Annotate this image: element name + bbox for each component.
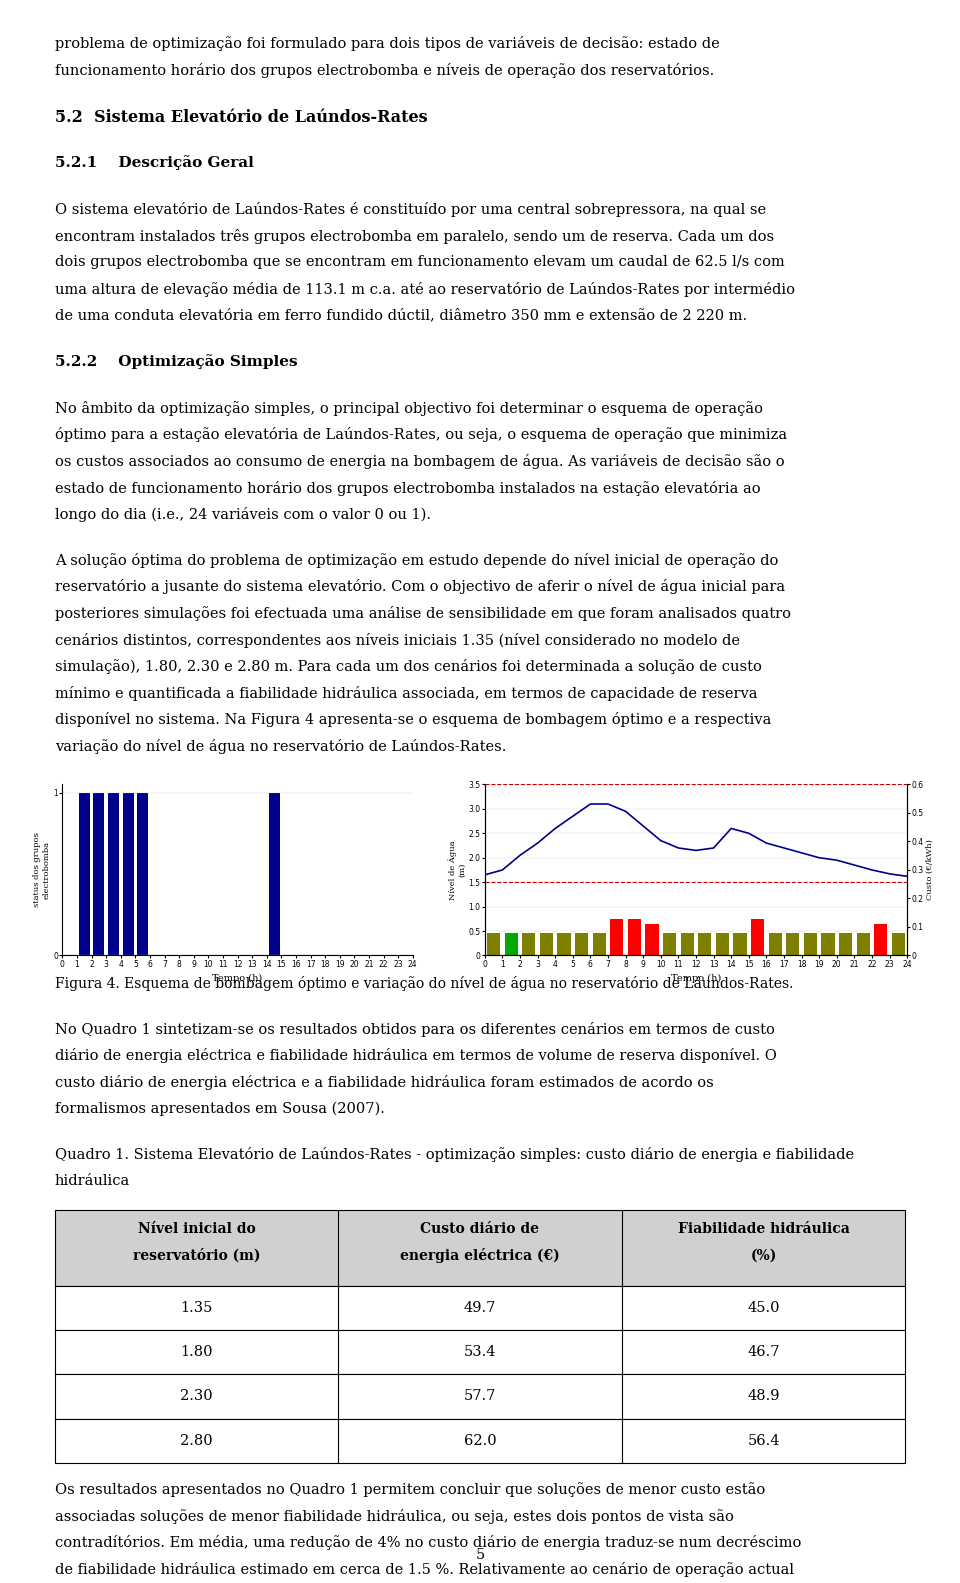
X-axis label: Tempo (h): Tempo (h) bbox=[212, 974, 263, 983]
Text: 5.2.2    Optimização Simples: 5.2.2 Optimização Simples bbox=[55, 355, 298, 369]
Text: hidráulica: hidráulica bbox=[55, 1173, 130, 1187]
Text: 56.4: 56.4 bbox=[747, 1434, 780, 1448]
Y-axis label: status dos grupos
electrobomba: status dos grupos electrobomba bbox=[34, 833, 51, 907]
Bar bbox=[769, 934, 781, 956]
Text: reservatório (m): reservatório (m) bbox=[132, 1249, 260, 1263]
Text: Quadro 1. Sistema Elevatório de Laúndos-Rates - optimização simples: custo diári: Quadro 1. Sistema Elevatório de Laúndos-… bbox=[55, 1148, 853, 1162]
Bar bbox=[79, 793, 90, 956]
Text: Nível inicial do: Nível inicial do bbox=[137, 1222, 255, 1236]
Text: de uma conduta elevatória em ferro fundido dúctil, diâmetro 350 mm e extensão de: de uma conduta elevatória em ferro fundi… bbox=[55, 309, 747, 323]
Text: 48.9: 48.9 bbox=[747, 1390, 780, 1404]
Text: diário de energia eléctrica e fiabilidade hidráulica em termos de volume de rese: diário de energia eléctrica e fiabilidad… bbox=[55, 1048, 777, 1064]
X-axis label: Tempo (h): Tempo (h) bbox=[671, 974, 721, 983]
Text: 53.4: 53.4 bbox=[464, 1346, 496, 1360]
Bar bbox=[786, 934, 800, 956]
Text: custo diário de energia eléctrica e a fiabilidade hidráulica foram estimados de : custo diário de energia eléctrica e a fi… bbox=[55, 1075, 713, 1089]
Bar bbox=[733, 934, 747, 956]
Text: formalismos apresentados em Sousa (2007).: formalismos apresentados em Sousa (2007)… bbox=[55, 1102, 385, 1116]
Text: longo do dia (i.e., 24 variáveis com o valor 0 ou 1).: longo do dia (i.e., 24 variáveis com o v… bbox=[55, 507, 431, 522]
Text: disponível no sistema. Na Figura 4 apresenta-se o esquema de bombagem óptimo e a: disponível no sistema. Na Figura 4 apres… bbox=[55, 712, 771, 727]
Text: óptimo para a estação elevatória de Laúndos-Rates, ou seja, o esquema de operaçã: óptimo para a estação elevatória de Laún… bbox=[55, 427, 787, 442]
Text: 2.30: 2.30 bbox=[180, 1390, 213, 1404]
Text: cenários distintos, correspondentes aos níveis iniciais 1.35 (nível considerado : cenários distintos, correspondentes aos … bbox=[55, 633, 740, 647]
Bar bbox=[55, 1374, 905, 1418]
Bar bbox=[892, 934, 905, 956]
Bar bbox=[611, 918, 623, 956]
Bar bbox=[822, 934, 834, 956]
Text: Figura 4. Esquema de bombagem óptimo e variação do nível de água no reservatório: Figura 4. Esquema de bombagem óptimo e v… bbox=[55, 977, 793, 991]
Text: 2.80: 2.80 bbox=[180, 1434, 213, 1448]
Text: Fiabilidade hidráulica: Fiabilidade hidráulica bbox=[678, 1222, 850, 1236]
Text: mínimo e quantificada a fiabilidade hidráulica associada, em termos de capacidad: mínimo e quantificada a fiabilidade hidr… bbox=[55, 685, 757, 701]
Bar bbox=[93, 793, 105, 956]
Bar bbox=[540, 934, 553, 956]
Bar bbox=[875, 924, 887, 956]
Text: associadas soluções de menor fiabilidade hidráulica, ou seja, estes dois pontos : associadas soluções de menor fiabilidade… bbox=[55, 1509, 733, 1523]
Bar bbox=[698, 934, 711, 956]
Text: 5: 5 bbox=[475, 1548, 485, 1561]
Text: 5.2.1    Descrição Geral: 5.2.1 Descrição Geral bbox=[55, 155, 253, 171]
Bar bbox=[55, 1209, 905, 1285]
Text: funcionamento horário dos grupos electrobomba e níveis de operação dos reservató: funcionamento horário dos grupos electro… bbox=[55, 63, 714, 78]
Text: 1.80: 1.80 bbox=[180, 1346, 213, 1360]
Bar bbox=[487, 934, 500, 956]
Bar bbox=[558, 934, 570, 956]
Bar bbox=[663, 934, 676, 956]
Text: 45.0: 45.0 bbox=[747, 1301, 780, 1315]
Bar bbox=[681, 934, 694, 956]
Text: 57.7: 57.7 bbox=[464, 1390, 496, 1404]
Text: 1.35: 1.35 bbox=[180, 1301, 213, 1315]
Bar bbox=[751, 918, 764, 956]
Text: energia eléctrica (€): energia eléctrica (€) bbox=[400, 1247, 560, 1263]
Bar bbox=[123, 793, 133, 956]
Y-axis label: Nível de Água
(m): Nível de Água (m) bbox=[447, 841, 466, 899]
Text: Custo diário de: Custo diário de bbox=[420, 1222, 540, 1236]
Text: 49.7: 49.7 bbox=[464, 1301, 496, 1315]
Text: Os resultados apresentados no Quadro 1 permitem concluir que soluções de menor c: Os resultados apresentados no Quadro 1 p… bbox=[55, 1482, 765, 1498]
Bar bbox=[716, 934, 729, 956]
Text: No Quadro 1 sintetizam-se os resultados obtidos para os diferentes cenários em t: No Quadro 1 sintetizam-se os resultados … bbox=[55, 1021, 775, 1037]
Text: (%): (%) bbox=[751, 1249, 777, 1263]
Bar bbox=[55, 1418, 905, 1463]
Bar bbox=[645, 924, 659, 956]
Bar bbox=[505, 934, 517, 956]
Text: simulação), 1.80, 2.30 e 2.80 m. Para cada um dos cenários foi determinada a sol: simulação), 1.80, 2.30 e 2.80 m. Para ca… bbox=[55, 659, 761, 674]
Bar bbox=[804, 934, 817, 956]
Text: contradítórios. Em média, uma redução de 4% no custo diário de energia traduz-se: contradítórios. Em média, uma redução de… bbox=[55, 1536, 801, 1550]
Text: reservatório a jusante do sistema elevatório. Com o objectivo de aferir o nível : reservatório a jusante do sistema elevat… bbox=[55, 579, 785, 594]
Text: A solução óptima do problema de optimização em estudo depende do nível inicial d: A solução óptima do problema de optimiza… bbox=[55, 552, 779, 568]
Bar bbox=[839, 934, 852, 956]
Bar bbox=[55, 1330, 905, 1374]
Text: os custos associados ao consumo de energia na bombagem de água. As variáveis de : os custos associados ao consumo de energ… bbox=[55, 454, 784, 469]
Text: 5.2  Sistema Elevatório de Laúndos-Rates: 5.2 Sistema Elevatório de Laúndos-Rates bbox=[55, 109, 427, 125]
Text: uma altura de elevação média de 113.1 m c.a. até ao reservatório de Laúndos-Rate: uma altura de elevação média de 113.1 m … bbox=[55, 282, 795, 298]
Text: posteriores simulações foi efectuada uma análise de sensibilidade em que foram a: posteriores simulações foi efectuada uma… bbox=[55, 606, 791, 621]
Bar bbox=[592, 934, 606, 956]
Y-axis label: Custo (€/kWh): Custo (€/kWh) bbox=[926, 839, 934, 901]
Text: O sistema elevatório de Laúndos-Rates é constituído por uma central sobrepressor: O sistema elevatório de Laúndos-Rates é … bbox=[55, 203, 766, 217]
Text: variação do nível de água no reservatório de Laúndos-Rates.: variação do nível de água no reservatóri… bbox=[55, 739, 506, 754]
Text: dois grupos electrobomba que se encontram em funcionamento elevam um caudal de 6: dois grupos electrobomba que se encontra… bbox=[55, 255, 784, 269]
Bar bbox=[269, 793, 279, 956]
Text: No âmbito da optimização simples, o principal objectivo foi determinar o esquema: No âmbito da optimização simples, o prin… bbox=[55, 400, 762, 416]
Text: 46.7: 46.7 bbox=[747, 1346, 780, 1360]
Bar bbox=[628, 918, 641, 956]
Bar bbox=[108, 793, 119, 956]
Text: encontram instalados três grupos electrobomba em paralelo, sendo um de reserva. : encontram instalados três grupos electro… bbox=[55, 228, 774, 244]
Text: de fiabilidade hidráulica estimado em cerca de 1.5 %. Relativamente ao cenário d: de fiabilidade hidráulica estimado em ce… bbox=[55, 1562, 794, 1577]
Text: problema de optimização foi formulado para dois tipos de variáveis de decisão: e: problema de optimização foi formulado pa… bbox=[55, 36, 719, 51]
Text: 62.0: 62.0 bbox=[464, 1434, 496, 1448]
Bar bbox=[55, 1285, 905, 1330]
Bar bbox=[137, 793, 148, 956]
Bar bbox=[522, 934, 536, 956]
Bar bbox=[575, 934, 588, 956]
Bar bbox=[856, 934, 870, 956]
Text: estado de funcionamento horário dos grupos electrobomba instalados na estação el: estado de funcionamento horário dos grup… bbox=[55, 481, 760, 495]
